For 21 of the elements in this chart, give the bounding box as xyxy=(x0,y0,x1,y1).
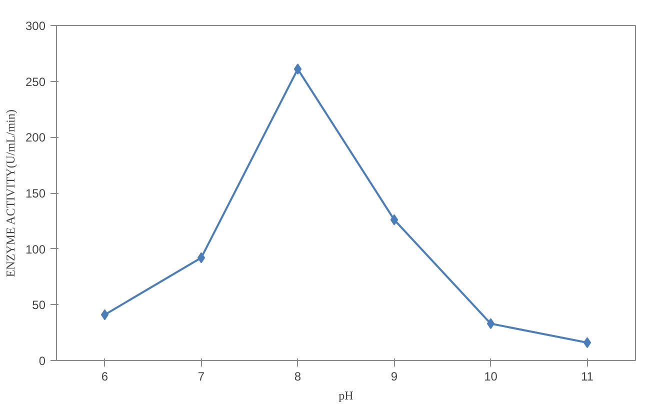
point xyxy=(294,64,302,75)
y-tick-label: 250 xyxy=(25,74,46,89)
x-tick-label: 9 xyxy=(390,370,398,384)
y-axis-title: ENZYME ACTIVITY(U/mL/min) xyxy=(3,109,18,278)
y-tick-label: 0 xyxy=(38,354,46,368)
point xyxy=(100,309,109,320)
y-tick-label: 300 xyxy=(25,19,46,33)
point xyxy=(583,337,592,348)
x-tick-label: 11 xyxy=(581,370,594,384)
point xyxy=(486,318,495,330)
x-tick-label: 10 xyxy=(484,370,498,384)
x-tick-label: 7 xyxy=(198,370,205,384)
y-tick-label: 150 xyxy=(25,186,46,200)
y-tick-label: 200 xyxy=(25,130,46,145)
x-axis-title: pH xyxy=(338,388,354,402)
x-tick-label: 8 xyxy=(294,370,302,384)
point xyxy=(390,214,398,226)
point xyxy=(197,252,206,264)
y-tick-label: 50 xyxy=(32,298,46,312)
y-tick-label: 100 xyxy=(25,242,46,256)
x-tick-label: 6 xyxy=(101,370,108,384)
